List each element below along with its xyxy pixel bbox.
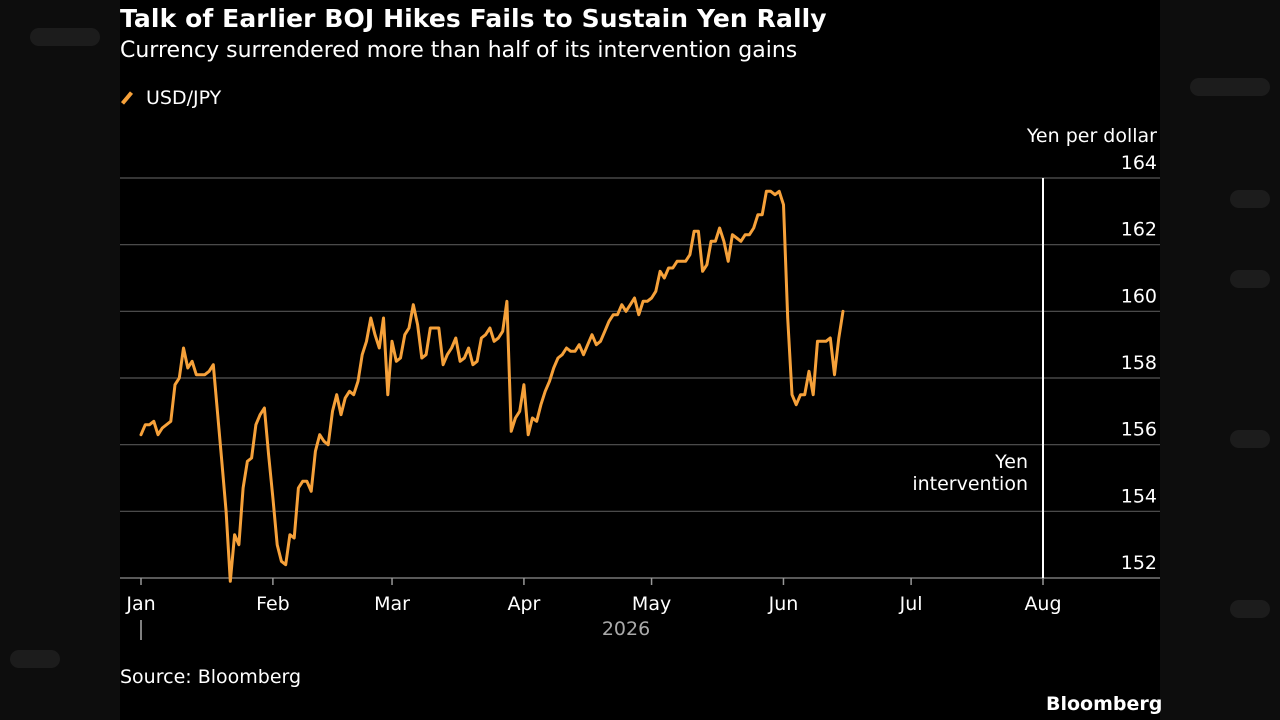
x-tick-label-may: May	[632, 593, 671, 615]
y-tick-label-164: 164	[1121, 152, 1157, 174]
right-background-panel	[1160, 0, 1280, 720]
ghost-text-block	[30, 28, 100, 46]
ghost-text-block	[1230, 430, 1270, 448]
source-note: Source: Bloomberg	[120, 666, 302, 688]
ghost-text-block	[1190, 78, 1270, 96]
ghost-text-block	[1230, 600, 1270, 618]
y-tick-label-152: 152	[1121, 552, 1157, 574]
y-tick-label-158: 158	[1121, 352, 1157, 374]
y-tick-label-162: 162	[1121, 219, 1157, 241]
x-tick-label-jul: Jul	[899, 593, 923, 615]
series-line-usdjpy	[139, 189, 845, 583]
annotation-text-line-1: Yen	[994, 451, 1028, 473]
chart-title: Talk of Earlier BOJ Hikes Fails to Susta…	[120, 4, 827, 33]
series-layer	[139, 189, 845, 583]
bloomberg-logo: Bloomberg	[1046, 693, 1163, 715]
y-tick-label-160: 160	[1121, 285, 1157, 307]
chart-subtitle: Currency surrendered more than half of i…	[120, 38, 798, 63]
legend-label-usdjpy: USD/JPY	[146, 87, 222, 109]
y-tick-label-156: 156	[1121, 419, 1157, 441]
x-year-label: 2026	[602, 618, 650, 640]
label-layer: 152 154 156 158 160 162 164 Yen per dollar Jan Fe…	[125, 125, 1157, 640]
ghost-text-block	[1230, 270, 1270, 288]
x-tick-label-apr: Apr	[507, 593, 540, 615]
axis-layer	[120, 577, 1160, 640]
x-tick-label-jan: Jan	[125, 593, 155, 615]
legend: USD/JPY	[120, 86, 221, 110]
x-tick-label-jun: Jun	[768, 593, 799, 615]
ghost-text-block	[10, 650, 60, 668]
x-tick-label-feb: Feb	[256, 593, 290, 615]
ghost-text-block	[1230, 190, 1270, 208]
left-background-panel	[0, 0, 120, 720]
x-tick-label-aug: Aug	[1024, 593, 1061, 615]
y-axis-label: Yen per dollar	[1026, 125, 1157, 147]
x-tick-label-mar: Mar	[374, 593, 410, 615]
y-tick-label-154: 154	[1121, 485, 1157, 507]
annotation-text-line-2: intervention	[912, 473, 1028, 495]
